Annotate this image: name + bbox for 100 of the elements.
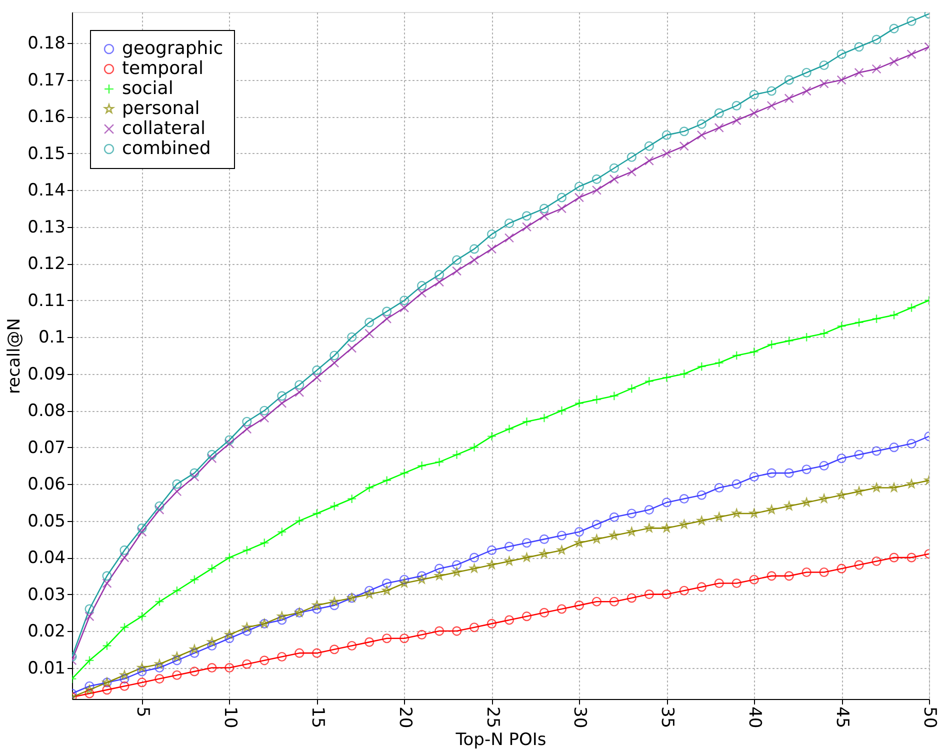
point [732, 578, 742, 588]
point [836, 564, 846, 574]
point [190, 648, 200, 658]
point [592, 185, 602, 195]
point [906, 479, 916, 488]
point [802, 464, 812, 474]
point [277, 398, 287, 408]
point [294, 387, 304, 398]
point [609, 512, 619, 522]
point [626, 384, 636, 394]
point [242, 545, 252, 555]
point [504, 542, 514, 552]
point [906, 302, 916, 313]
point [120, 552, 130, 562]
point [172, 486, 182, 496]
point [766, 340, 776, 350]
point [172, 479, 182, 489]
point [470, 564, 479, 573]
point [732, 479, 742, 489]
point [154, 674, 164, 684]
point [504, 424, 514, 434]
point [84, 604, 94, 614]
point [889, 442, 899, 452]
point [854, 318, 864, 328]
point [854, 560, 864, 570]
point [766, 86, 776, 96]
point [154, 501, 164, 511]
point [906, 552, 916, 562]
point [469, 622, 480, 632]
point [854, 68, 864, 78]
point [802, 567, 812, 578]
point [872, 34, 882, 44]
point [486, 229, 497, 240]
point [662, 148, 672, 158]
point [452, 567, 462, 576]
point [906, 16, 916, 26]
point [486, 618, 497, 628]
point [592, 596, 602, 606]
point [417, 288, 427, 298]
point [836, 321, 846, 331]
y-tick-label: 0.15 [28, 144, 66, 164]
point [294, 380, 304, 390]
y-axis-title: recall@N [4, 318, 25, 394]
point [539, 211, 550, 221]
point [172, 652, 182, 661]
point [400, 296, 410, 306]
point [556, 204, 566, 214]
point [574, 527, 584, 537]
point [574, 600, 584, 610]
point [662, 372, 672, 382]
point [609, 163, 619, 173]
point [364, 637, 374, 647]
point [294, 516, 304, 526]
point [574, 182, 584, 192]
point [137, 662, 147, 672]
point [732, 350, 742, 360]
point [486, 432, 497, 442]
point [626, 152, 636, 162]
point [364, 482, 374, 493]
point [382, 314, 392, 324]
point [207, 450, 217, 460]
x-tick-label: 45 [832, 706, 852, 728]
point [312, 508, 322, 518]
point [819, 60, 829, 70]
point [137, 523, 147, 533]
x-tick-label: 40 [744, 706, 765, 728]
point [137, 678, 147, 688]
point [592, 174, 602, 184]
point [312, 372, 322, 382]
point [889, 482, 899, 492]
point [417, 630, 427, 640]
point [872, 64, 882, 74]
y-tick-label: 0.17 [28, 70, 66, 90]
point [120, 681, 130, 691]
x-axis-title: Top-N POIs [454, 730, 546, 750]
point [784, 75, 794, 85]
point [364, 328, 374, 338]
point [137, 666, 147, 676]
point [364, 586, 374, 596]
point [836, 490, 846, 500]
point [696, 362, 706, 372]
point [522, 211, 532, 221]
point [522, 538, 532, 548]
point [889, 56, 899, 66]
point [434, 626, 444, 636]
point [889, 552, 899, 562]
y-tick-label: 0.06 [28, 474, 66, 495]
point [330, 596, 339, 606]
point [84, 685, 94, 694]
point [224, 435, 234, 445]
point [224, 438, 234, 448]
point [382, 586, 392, 595]
point [732, 100, 742, 110]
point [102, 571, 112, 581]
point [696, 490, 706, 500]
point [749, 347, 759, 357]
point [434, 270, 444, 280]
point [154, 663, 164, 673]
point [190, 472, 200, 482]
point [539, 204, 550, 214]
